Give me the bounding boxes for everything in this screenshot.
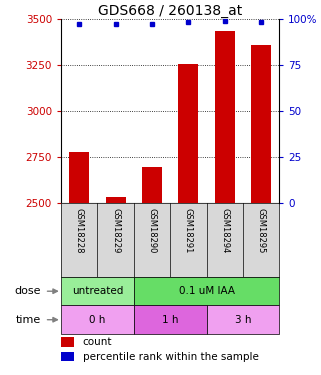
Bar	[134, 306, 206, 334]
Bar	[142, 167, 162, 203]
Text: GSM18295: GSM18295	[256, 209, 265, 254]
Text: dose: dose	[14, 286, 41, 296]
Bar	[106, 197, 126, 203]
Bar	[215, 31, 235, 203]
Bar	[69, 153, 89, 203]
Text: GSM18228: GSM18228	[75, 209, 84, 254]
Bar	[61, 277, 134, 306]
Text: GSM18229: GSM18229	[111, 209, 120, 254]
Bar	[61, 338, 74, 347]
Bar	[178, 64, 198, 203]
Bar	[134, 277, 279, 306]
Bar	[251, 45, 271, 203]
Text: count: count	[83, 337, 112, 347]
Bar	[61, 306, 134, 334]
Text: 0.1 uM IAA: 0.1 uM IAA	[178, 286, 235, 296]
Text: 3 h: 3 h	[235, 315, 251, 325]
Text: 1 h: 1 h	[162, 315, 178, 325]
Text: 0 h: 0 h	[89, 315, 106, 325]
Text: GSM18294: GSM18294	[220, 209, 229, 254]
Title: GDS668 / 260138_at: GDS668 / 260138_at	[98, 4, 242, 18]
Text: percentile rank within the sample: percentile rank within the sample	[83, 352, 259, 362]
Text: GSM18291: GSM18291	[184, 209, 193, 254]
Bar	[61, 352, 74, 362]
Text: GSM18290: GSM18290	[147, 209, 156, 254]
Text: time: time	[16, 315, 41, 325]
Text: untreated: untreated	[72, 286, 123, 296]
Bar	[206, 306, 279, 334]
